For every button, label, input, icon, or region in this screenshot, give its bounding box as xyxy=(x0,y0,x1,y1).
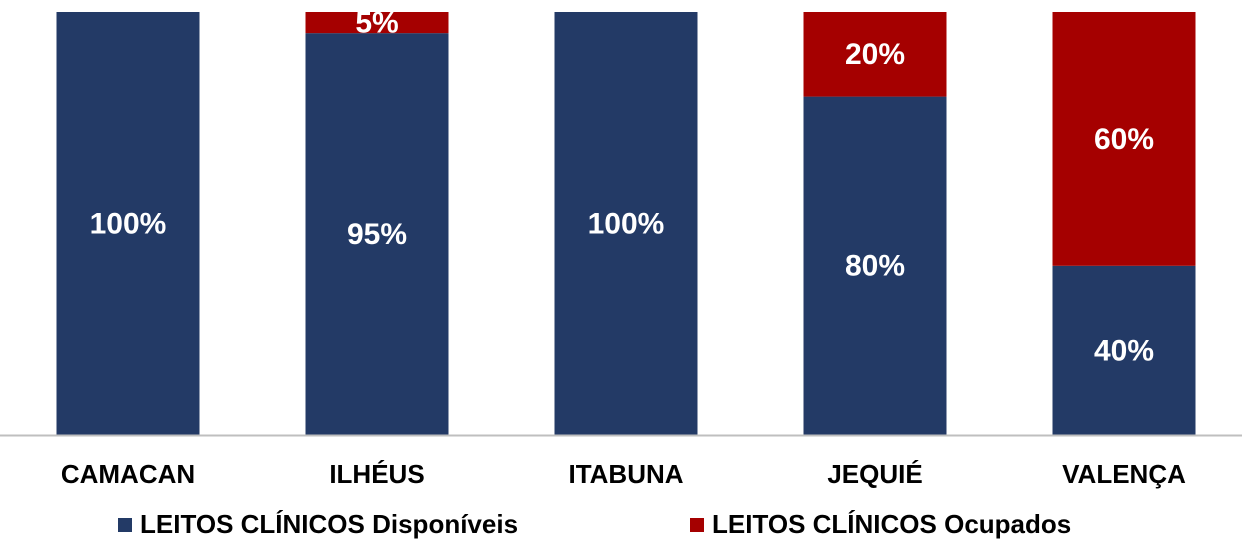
x-tick-label: ILHÉUS xyxy=(329,459,424,489)
bar-segment xyxy=(305,12,449,34)
value-label: 100% xyxy=(588,207,665,240)
x-tick-label: JEQUIÉ xyxy=(827,459,922,489)
bar-segment xyxy=(803,12,947,97)
bar-segment xyxy=(554,12,698,435)
value-label: 5% xyxy=(355,6,398,39)
value-label: 20% xyxy=(845,38,905,71)
bar-segment xyxy=(1052,12,1196,266)
x-tick-label: VALENÇA xyxy=(1062,459,1186,489)
legend-swatch xyxy=(690,518,704,532)
value-label: 95% xyxy=(347,218,407,251)
value-label: 60% xyxy=(1094,123,1154,156)
x-tick-label: ITABUNA xyxy=(568,459,683,489)
value-label: 40% xyxy=(1094,334,1154,367)
legend-label: LEITOS CLÍNICOS Ocupados xyxy=(712,509,1071,539)
legend-label: LEITOS CLÍNICOS Disponíveis xyxy=(140,509,518,539)
bar-segment xyxy=(56,12,200,435)
legend-swatch xyxy=(118,518,132,532)
plot-area: 100% 95% 5% 100% 80% 20% 40% 60% xyxy=(56,6,1196,436)
x-tick-label: CAMACAN xyxy=(61,459,195,489)
bar-segment xyxy=(803,96,947,435)
bar-segment xyxy=(1052,265,1196,435)
value-label: 100% xyxy=(90,207,167,240)
bar-segment xyxy=(305,33,449,436)
value-label: 80% xyxy=(845,250,905,283)
